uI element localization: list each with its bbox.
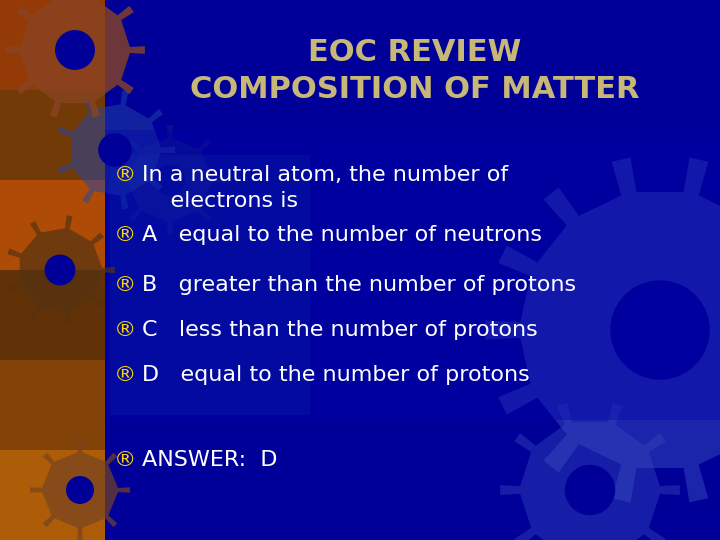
FancyBboxPatch shape [0, 90, 105, 180]
Text: COMPOSITION OF MATTER: COMPOSITION OF MATTER [190, 75, 640, 104]
FancyBboxPatch shape [0, 450, 105, 540]
Polygon shape [485, 158, 720, 503]
FancyBboxPatch shape [110, 155, 310, 415]
FancyBboxPatch shape [105, 130, 720, 420]
Text: EOC REVIEW: EOC REVIEW [308, 38, 521, 67]
Circle shape [611, 281, 709, 379]
FancyBboxPatch shape [0, 270, 105, 360]
Text: ®: ® [114, 320, 136, 340]
FancyBboxPatch shape [0, 0, 105, 540]
FancyBboxPatch shape [0, 360, 105, 450]
Polygon shape [115, 125, 225, 235]
FancyBboxPatch shape [0, 180, 105, 270]
Text: ®: ® [114, 165, 136, 185]
Text: A   equal to the number of neutrons: A equal to the number of neutrons [142, 225, 542, 245]
Circle shape [99, 134, 131, 166]
Text: ®: ® [114, 275, 136, 295]
Text: D   equal to the number of protons: D equal to the number of protons [142, 365, 530, 385]
Text: ®: ® [114, 225, 136, 245]
Text: ®: ® [114, 450, 136, 470]
Circle shape [565, 465, 614, 515]
Text: C   less than the number of protons: C less than the number of protons [142, 320, 538, 340]
Polygon shape [30, 440, 130, 540]
Text: B   greater than the number of protons: B greater than the number of protons [142, 275, 576, 295]
Circle shape [55, 31, 94, 69]
Circle shape [156, 165, 185, 195]
FancyBboxPatch shape [0, 0, 105, 90]
Text: In a neutral atom, the number of
    electrons is: In a neutral atom, the number of electro… [142, 165, 508, 211]
Polygon shape [500, 403, 680, 540]
Polygon shape [58, 90, 175, 210]
Text: ®: ® [114, 365, 136, 385]
Circle shape [67, 477, 94, 503]
Polygon shape [5, 0, 145, 118]
Polygon shape [7, 215, 115, 325]
Circle shape [45, 255, 75, 285]
Text: ANSWER:  D: ANSWER: D [142, 450, 277, 470]
